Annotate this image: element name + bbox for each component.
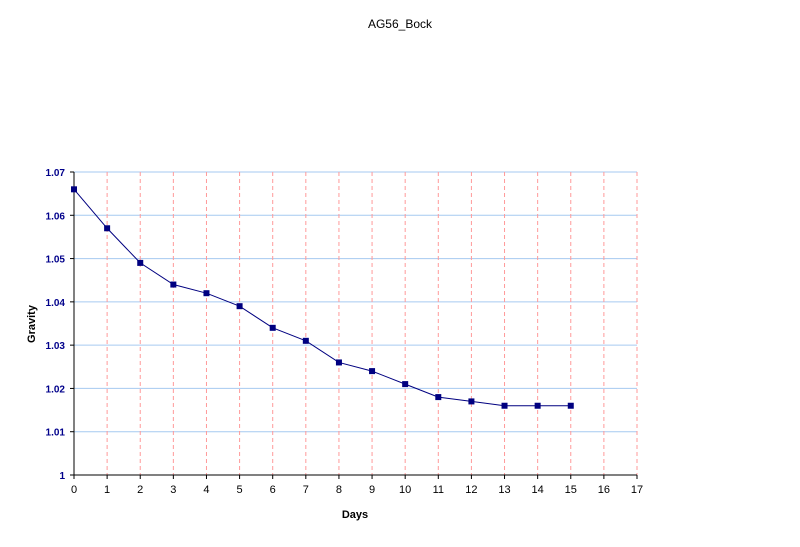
x-tick-label: 2 <box>137 484 143 496</box>
x-tick-label: 16 <box>598 484 610 496</box>
data-point <box>269 324 276 331</box>
y-tick-label: 1.04 <box>46 298 66 309</box>
x-tick-label: 3 <box>170 484 176 496</box>
data-point <box>71 186 77 193</box>
chart-title: AG56_Bock <box>368 17 433 31</box>
y-tick-label: 1.03 <box>46 341 66 352</box>
data-point <box>137 259 144 266</box>
x-tick-label: 11 <box>433 484 444 496</box>
x-tick-label: 15 <box>565 484 577 496</box>
x-tick-label: 17 <box>631 484 643 496</box>
x-tick-label: 13 <box>498 484 510 496</box>
x-tick-label: 14 <box>532 484 544 496</box>
data-point <box>501 402 508 409</box>
data-point <box>567 402 574 409</box>
data-point <box>534 402 541 409</box>
y-tick-label: 1.05 <box>46 255 66 266</box>
y-tick-label: 1.06 <box>46 211 66 222</box>
series <box>71 186 574 409</box>
x-tick-label: 10 <box>399 484 411 496</box>
x-tick-label: 0 <box>71 484 77 496</box>
data-point <box>203 290 210 297</box>
data-point <box>369 368 376 375</box>
x-tick-label: 8 <box>336 484 342 496</box>
data-point <box>302 337 309 344</box>
data-point <box>435 394 442 401</box>
x-tick-label: 1 <box>104 484 110 496</box>
y-axis-title: Gravity <box>26 304 38 343</box>
y-tick-label: 1.01 <box>46 428 66 439</box>
x-tick-label: 4 <box>203 484 209 496</box>
y-tick-label: 1.02 <box>46 384 66 395</box>
x-tick-label: 5 <box>237 484 243 496</box>
x-tick-label: 12 <box>465 484 477 496</box>
grid <box>74 171 638 475</box>
x-tick-labels: 0 1 2 3 4 5 6 7 8 9 10 11 12 13 14 15 16 17 <box>71 484 643 496</box>
y-tick-labels: 1 1.01 1.02 1.03 1.04 1.05 1.06 1.07 <box>46 168 66 482</box>
x-tick-label: 6 <box>270 484 276 496</box>
series-line <box>73 188 571 407</box>
axes <box>70 171 638 479</box>
x-tick-label: 7 <box>303 484 309 496</box>
x-axis-title: Days <box>342 509 368 521</box>
data-point <box>104 225 111 232</box>
data-point <box>335 359 342 366</box>
y-tick-label: 1 <box>59 471 65 482</box>
x-tick-label: 9 <box>369 484 375 496</box>
data-point <box>236 303 243 310</box>
data-point <box>402 381 409 388</box>
data-point <box>468 398 475 405</box>
data-point <box>170 281 177 288</box>
y-tick-label: 1.07 <box>46 168 66 179</box>
